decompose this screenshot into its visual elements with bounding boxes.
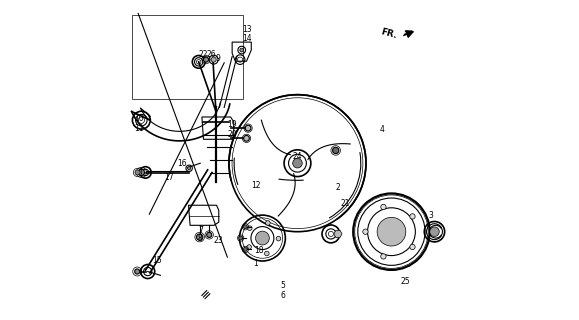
Text: 17: 17 (164, 173, 174, 182)
Circle shape (244, 135, 250, 141)
Text: 16: 16 (177, 159, 187, 168)
Text: 2: 2 (336, 183, 340, 192)
Circle shape (293, 158, 302, 168)
Text: 4: 4 (379, 125, 384, 134)
Circle shape (196, 60, 201, 64)
Circle shape (211, 57, 216, 62)
Text: 11: 11 (134, 124, 144, 132)
Circle shape (265, 251, 269, 256)
Text: 7: 7 (198, 226, 203, 235)
Text: 1: 1 (254, 259, 258, 268)
Text: 19: 19 (228, 120, 237, 130)
Text: 23: 23 (214, 236, 223, 245)
Text: 9: 9 (215, 53, 221, 62)
Circle shape (276, 236, 281, 241)
Text: 3: 3 (428, 211, 433, 220)
Circle shape (239, 236, 243, 240)
Circle shape (328, 231, 334, 236)
Circle shape (410, 244, 415, 250)
Circle shape (247, 226, 252, 230)
Circle shape (188, 167, 190, 170)
Circle shape (381, 254, 386, 259)
Circle shape (430, 227, 439, 236)
Text: 25: 25 (401, 277, 411, 286)
Circle shape (363, 229, 368, 234)
Circle shape (138, 117, 145, 123)
Text: 6: 6 (280, 291, 285, 300)
Text: 26: 26 (206, 50, 215, 59)
Text: 21: 21 (340, 198, 350, 207)
Circle shape (243, 225, 247, 228)
Circle shape (245, 125, 251, 131)
Circle shape (135, 269, 140, 274)
Circle shape (332, 147, 339, 154)
Polygon shape (334, 230, 342, 237)
Circle shape (247, 245, 251, 249)
Text: 5: 5 (280, 281, 285, 290)
Circle shape (135, 170, 140, 175)
Text: 20: 20 (228, 130, 237, 139)
Text: 24: 24 (293, 152, 302, 161)
Circle shape (255, 231, 269, 245)
Text: 18: 18 (254, 246, 264, 255)
Circle shape (266, 221, 270, 225)
Text: 15: 15 (152, 256, 162, 265)
Circle shape (203, 57, 208, 62)
Text: 22: 22 (198, 50, 207, 59)
Text: 10: 10 (134, 114, 144, 123)
Text: 12: 12 (251, 181, 261, 190)
Text: 14: 14 (241, 35, 251, 44)
Circle shape (381, 204, 386, 210)
Circle shape (243, 247, 247, 251)
Circle shape (377, 217, 406, 246)
Circle shape (207, 232, 212, 237)
Text: FR.: FR. (380, 27, 398, 40)
Circle shape (410, 214, 415, 219)
Circle shape (240, 48, 244, 52)
Text: 13: 13 (241, 25, 251, 34)
Circle shape (138, 169, 145, 176)
Text: 8: 8 (198, 234, 203, 243)
Circle shape (196, 234, 203, 240)
